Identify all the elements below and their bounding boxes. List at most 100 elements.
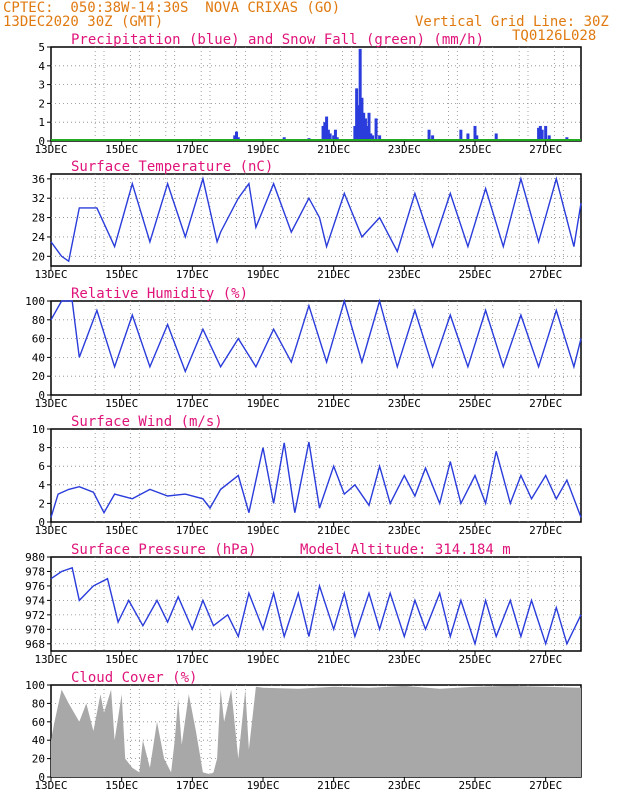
panel-5-ytick-label: 20	[32, 753, 45, 766]
panel-2-xtick-label: 13DEC	[34, 397, 67, 410]
header-date: 13DEC2020 30Z (GMT)	[3, 14, 164, 30]
panel-3-ytick-label: 8	[38, 442, 45, 455]
panel-3-xtick-label: 21DEC	[317, 524, 350, 537]
panel-1-xtick-label: 23DEC	[388, 268, 421, 281]
precip-bar	[325, 116, 329, 141]
precip-bar	[466, 133, 470, 141]
panel-1-series-line	[50, 176, 582, 263]
panel-0-ytick-label: 5	[38, 41, 45, 54]
panel-2-xtick-label: 15DEC	[105, 397, 138, 410]
panel-1-xtick-label: 15DEC	[105, 268, 138, 281]
precip-bar	[356, 105, 360, 141]
panel-4-xtick-label: 19DEC	[246, 653, 279, 666]
panel-3-xtick-label: 13DEC	[34, 524, 67, 537]
precip-bar	[473, 125, 477, 141]
panel-0-xtick-label: 27DEC	[529, 143, 562, 156]
header-station: CPTEC: 050:38W-14:30S NOVA CRIXAS (GO)	[3, 0, 341, 16]
panel-1-title: Surface Temperature (nC)	[71, 159, 273, 175]
panel-2-ytick-label: 100	[25, 295, 45, 308]
precip-bar	[544, 125, 548, 141]
panel-4-ytick-label: 968	[25, 638, 45, 651]
panel-4-xtick-label: 17DEC	[176, 653, 209, 666]
panel-2-xtick-label: 17DEC	[176, 397, 209, 410]
panel-5-xtick-label: 27DEC	[529, 779, 562, 792]
panel-0-ytick-label: 0	[38, 135, 45, 148]
panel-0-ytick-label: 1	[38, 116, 45, 129]
panel-1-xtick-label: 19DEC	[246, 268, 279, 281]
precip-bar	[475, 135, 479, 141]
panel-1-ytick-label: 20	[32, 250, 45, 263]
precip-bar	[323, 122, 327, 141]
precip-bar	[540, 129, 544, 141]
precip-bar	[333, 129, 337, 141]
panel-2-ytick-label: 0	[38, 389, 45, 402]
panel-1-ytick-label: 28	[32, 212, 45, 225]
panel-1-xtick-label: 25DEC	[458, 268, 491, 281]
panel-0-xtick-label: 19DEC	[246, 143, 279, 156]
panel-2-xtick-label: 25DEC	[458, 397, 491, 410]
panel-5-ytick-label: 0	[38, 771, 45, 784]
panel-2-xtick-label: 21DEC	[317, 397, 350, 410]
panel-5-xtick-label: 13DEC	[34, 779, 67, 792]
header-grid-line: Vertical Grid Line: 30Z	[415, 14, 609, 30]
panel-4-series-line	[50, 566, 582, 647]
precip-bar	[332, 135, 336, 141]
panel-5-ytick-label: 40	[32, 734, 45, 747]
panel-4-xtick-label: 13DEC	[34, 653, 67, 666]
panel-5-ytick-label: 100	[25, 679, 45, 692]
precip-bar	[367, 112, 371, 141]
precip-bar	[233, 135, 237, 141]
panel-1-xtick-label: 21DEC	[317, 268, 350, 281]
panel-5-xtick-label: 15DEC	[105, 779, 138, 792]
panel-1-xtick-label: 27DEC	[529, 268, 562, 281]
precip-bar	[235, 131, 238, 141]
panel-3-xtick-label: 15DEC	[105, 524, 138, 537]
panel-2-title: Relative Humidity (%)	[71, 286, 248, 302]
panel-2-xtick-label: 19DEC	[246, 397, 279, 410]
precip-bar	[363, 118, 367, 141]
panel-0-xtick-label: 23DEC	[388, 143, 421, 156]
precip-bar	[360, 97, 364, 141]
panel-2-ytick-label: 80	[32, 314, 45, 327]
panel-3-ytick-label: 2	[38, 497, 45, 510]
precip-bar	[374, 118, 378, 141]
panel-3-ytick-label: 6	[38, 460, 45, 473]
panel-5-xtick-label: 25DEC	[458, 779, 491, 792]
precip-bar	[547, 135, 551, 141]
panel-4-xtick-label: 21DEC	[317, 653, 350, 666]
panel-4-ytick-label: 974	[25, 594, 45, 607]
panel-0-ytick-label: 3	[38, 79, 45, 92]
panel-0-xtick-label: 15DEC	[105, 143, 138, 156]
panel-0-xtick-label: 21DEC	[317, 143, 350, 156]
precip-bar	[328, 133, 332, 141]
panel-1-ytick-label: 24	[32, 231, 46, 244]
panel-2-ytick-label: 60	[32, 333, 45, 346]
panel-4-ytick-label: 970	[25, 623, 45, 636]
panel-2-series-line	[50, 298, 582, 374]
panel-2-ytick-label: 20	[32, 370, 45, 383]
precip-bar	[355, 88, 359, 141]
panel-4-xtick-label: 25DEC	[458, 653, 491, 666]
panel-5-title: Cloud Cover (%)	[71, 670, 197, 686]
precip-bar	[378, 135, 382, 141]
panel-0-title: Precipitation (blue) and Snow Fall (gree…	[71, 32, 484, 48]
panel-4-xtick-label: 23DEC	[388, 653, 421, 666]
panel-3-ytick-label: 0	[38, 516, 45, 529]
panel-4-ytick-label: 972	[25, 609, 45, 622]
panel-2-xtick-label: 23DEC	[388, 397, 421, 410]
panel-3-ytick-label: 10	[32, 423, 45, 436]
precip-bar	[427, 129, 431, 141]
header-model-id: TQ0126L028	[512, 28, 597, 44]
panel-4-ytick-label: 980	[25, 551, 45, 564]
panel-4-title: Surface Pressure (hPa)	[71, 542, 256, 558]
panel-3-frame	[50, 428, 582, 523]
panel-0-frame	[50, 46, 582, 142]
panel-5-xtick-label: 23DEC	[388, 779, 421, 792]
precip-bar	[459, 129, 463, 141]
panel-2-frame	[50, 300, 582, 396]
panel-0-ytick-label: 4	[38, 60, 45, 73]
panel-4-annotation: Model Altitude: 314.184 m	[300, 542, 511, 558]
panel-3-xtick-label: 27DEC	[529, 524, 562, 537]
precip-bar	[494, 133, 498, 141]
panel-3-xtick-label: 17DEC	[176, 524, 209, 537]
